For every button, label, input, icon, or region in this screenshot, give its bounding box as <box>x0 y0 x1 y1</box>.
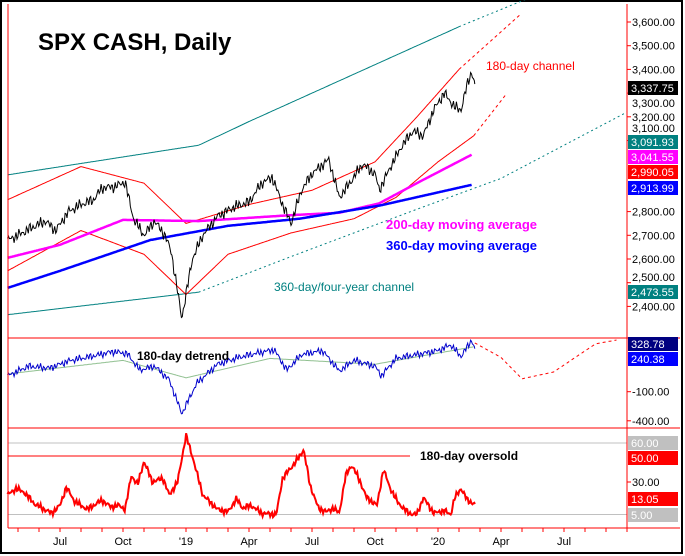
y-tick-label: 3,100.00 <box>632 123 675 135</box>
annotation-200-day-ma: 200-day moving average <box>386 217 537 232</box>
x-tick-label: Jul <box>305 536 319 548</box>
price-value-badge-bg <box>628 150 678 164</box>
channel-180-lower-line <box>7 135 474 296</box>
detrend-value-badge-bg <box>628 337 678 351</box>
detrend-label: 180-day detrend <box>137 349 229 363</box>
ma-200-line <box>7 153 473 260</box>
y-tick-label: 2,600.00 <box>632 254 675 266</box>
price-value-badge: 2,990.05 <box>628 165 678 179</box>
chart-title: SPX CASH, Daily <box>38 29 232 56</box>
detrend-value-badge-text: 240.38 <box>631 354 665 366</box>
oscillator-value-badge-bg <box>628 492 678 506</box>
detrend-line <box>7 339 476 415</box>
x-tick-label: Jul <box>557 536 571 548</box>
y-tick-label: 2,800.00 <box>632 207 675 219</box>
oscillator-level-badge-text: 60.00 <box>631 438 659 450</box>
x-tick-label: Apr <box>240 536 257 548</box>
oscillator-level-badge-text: 5.00 <box>631 510 652 522</box>
price-value-badge: 3,337.75 <box>628 81 678 95</box>
oscillator-level-badge-bg <box>628 436 678 450</box>
channel-180-upper-projection <box>458 14 521 70</box>
y-tick-label: 3,400.00 <box>632 64 675 76</box>
price-line <box>7 71 476 319</box>
x-tick-label: Jul <box>53 536 67 548</box>
price-value-badge-text: 2,990.05 <box>631 167 674 179</box>
channel-360-lower-line <box>7 291 199 316</box>
price-value-badge-text: 3,091.93 <box>631 137 674 149</box>
oscillator-level-badge: 50.00 <box>628 451 678 465</box>
annotation-360-day-channel: 360-day/four-year channel <box>274 280 414 294</box>
ma-360-line <box>7 183 472 290</box>
detrend-smooth-line <box>7 346 474 379</box>
channel-360-upper-line <box>7 26 460 176</box>
price-value-badge: 3,091.93 <box>628 135 678 149</box>
y-tick-label: 3,200.00 <box>632 112 675 124</box>
price-value-badge-text: 2,913.99 <box>631 183 674 195</box>
y-tick-label: 2,700.00 <box>632 230 675 242</box>
x-tick-label: '19 <box>179 536 193 548</box>
oscillator-level-badge-text: 50.00 <box>631 453 659 465</box>
detrend-tick-label: -100.00 <box>632 387 669 399</box>
oscillator-level-badge-bg <box>628 451 678 465</box>
x-tick-label: Apr <box>492 536 509 548</box>
detrend-tick-label: -400.00 <box>632 416 669 428</box>
channel-180-upper-line <box>7 69 460 224</box>
price-value-badge-bg <box>628 81 678 95</box>
price-value-badge-text: 3,337.75 <box>631 83 674 95</box>
detrend-value-badge-bg <box>628 352 678 366</box>
detrend-value-badge: 240.38 <box>628 352 678 366</box>
annotation-180-day-channel: 180-day channel <box>486 59 575 73</box>
price-value-badge-text: 2,473.55 <box>631 287 674 299</box>
y-tick-label: 3,500.00 <box>632 41 675 53</box>
channel-180-lower-projection <box>473 95 506 137</box>
annotation-360-day-ma: 360-day moving average <box>386 238 537 253</box>
price-value-badge-bg <box>628 285 678 299</box>
price-value-badge: 2,913.99 <box>628 181 678 195</box>
oscillator-level-badge: 60.00 <box>628 436 678 450</box>
price-value-badge-bg <box>628 165 678 179</box>
x-tick-label: Oct <box>114 536 131 548</box>
price-value-badge-bg <box>628 181 678 195</box>
oscillator-value-badge-text: 13.05 <box>631 494 659 506</box>
price-value-badge-text: 3,041.55 <box>631 152 674 164</box>
price-value-badge-bg <box>628 135 678 149</box>
oversold-label: 180-day oversold <box>420 449 518 463</box>
price-value-badge: 2,473.55 <box>628 285 678 299</box>
y-tick-label: 2,400.00 <box>632 301 675 313</box>
y-tick-label: 2,500.00 <box>632 272 675 284</box>
x-tick-label: Oct <box>366 536 383 548</box>
oscillator-value-badge: 13.05 <box>628 492 678 506</box>
y-tick-label: 3,300.00 <box>632 98 675 110</box>
price-value-badge: 3,041.55 <box>628 150 678 164</box>
detrend-value-badge: 328.78 <box>628 337 678 351</box>
channel-360-lower-projection <box>198 111 628 293</box>
x-tick-label: '20 <box>431 536 445 548</box>
oscillator-line <box>6 432 476 520</box>
oscillator-level-badge: 5.00 <box>628 508 678 522</box>
y-tick-label: 3,600.00 <box>632 17 675 29</box>
oscillator-level-badge-bg <box>628 508 678 522</box>
detrend-value-badge-text: 328.78 <box>631 339 665 351</box>
oscillator-tick-label: 30.00 <box>632 477 660 489</box>
detrend-projection <box>474 339 617 380</box>
